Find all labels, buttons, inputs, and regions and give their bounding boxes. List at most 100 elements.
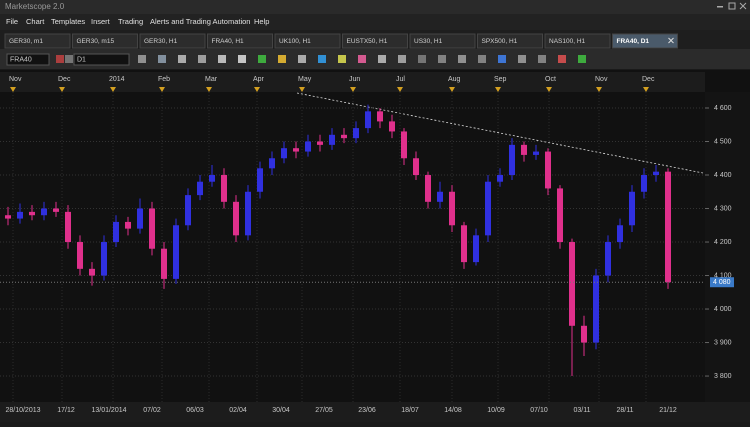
y-tick-label: 4 100 (714, 272, 732, 279)
symbol-select[interactable] (6, 53, 50, 66)
tool-button[interactable] (218, 55, 226, 63)
tab[interactable] (4, 33, 71, 49)
tool-button[interactable] (318, 55, 326, 63)
chart-area (0, 70, 750, 422)
tool-button[interactable] (158, 55, 166, 63)
candle-body (437, 191, 443, 202)
month-label: Dec (642, 76, 655, 83)
price-axis (705, 92, 750, 402)
candle-body (137, 208, 143, 229)
tab[interactable] (409, 33, 476, 49)
price-marker-box (710, 277, 734, 288)
tool-button[interactable] (378, 55, 386, 63)
month-marker (110, 87, 116, 92)
candle-body (89, 268, 95, 276)
menu-item[interactable]: Alerts and Trading Automation (150, 17, 250, 26)
tool-button[interactable] (278, 55, 286, 63)
tool-button[interactable] (338, 55, 346, 63)
candle-body (305, 141, 311, 152)
month-marker (449, 87, 455, 92)
candle-body (41, 208, 47, 216)
tool-button[interactable] (418, 55, 426, 63)
tool-button[interactable] (458, 55, 466, 63)
tool-button[interactable] (178, 55, 186, 63)
tool-button[interactable] (56, 55, 64, 63)
candle-body (605, 242, 611, 276)
tool-button[interactable] (258, 55, 266, 63)
month-label: Nov (9, 76, 22, 83)
tool-button[interactable] (358, 55, 366, 63)
month-label: 2014 (109, 76, 125, 83)
tool-button[interactable] (398, 55, 406, 63)
candle-body (29, 211, 35, 216)
month-label: May (298, 76, 312, 83)
timeframe-select[interactable] (73, 53, 130, 66)
menu-item[interactable]: File (6, 17, 18, 26)
maximize[interactable] (728, 2, 736, 10)
tab-label: FRA40, H1 (212, 38, 245, 45)
tab[interactable] (139, 33, 206, 49)
close[interactable] (739, 2, 747, 10)
y-tick-label: 4 500 (714, 138, 732, 145)
toolbar-icons (56, 55, 586, 63)
tab[interactable] (207, 33, 273, 49)
date-label: 06/03 (186, 407, 204, 414)
menu-item[interactable]: Help (254, 17, 269, 26)
candle-body (101, 242, 107, 276)
menu-item[interactable]: Trading (118, 17, 143, 26)
candle-body (473, 235, 479, 263)
y-tick-label: 3 900 (714, 339, 732, 346)
date-label: 28/10/2013 (5, 407, 40, 414)
window-controls[interactable] (717, 2, 747, 10)
tab[interactable] (612, 33, 678, 49)
tool-button[interactable] (518, 55, 526, 63)
tool-button[interactable] (65, 55, 73, 63)
tool-button[interactable] (198, 55, 206, 63)
tab[interactable] (342, 33, 408, 49)
tool-button[interactable] (558, 55, 566, 63)
candle-body (413, 158, 419, 176)
y-tick-label: 4 000 (714, 306, 732, 313)
menu: File Chart Templates Insert Trading Alerts an… (6, 17, 269, 26)
candle-body (245, 191, 251, 236)
menu-item[interactable]: Insert (91, 17, 111, 26)
tab[interactable] (477, 33, 543, 49)
month-marker (206, 87, 212, 92)
tab-close[interactable] (668, 37, 674, 44)
minimize[interactable] (717, 6, 723, 8)
candle-body (161, 248, 167, 279)
tool-button[interactable] (578, 55, 586, 63)
candle-body (377, 111, 383, 122)
tab[interactable] (544, 33, 611, 49)
tool-button[interactable] (538, 55, 546, 63)
tool-button[interactable] (438, 55, 446, 63)
month-marker (546, 87, 552, 92)
tool-button[interactable] (238, 55, 246, 63)
candle-body (329, 134, 335, 145)
candle-body (233, 201, 239, 236)
date-label: 27/05 (315, 407, 333, 414)
candle-body (425, 175, 431, 202)
plot: 3 800 3 900 4 000 4 100 4 200 4 300 4 400 4 500… (0, 76, 734, 414)
candle-body (65, 211, 71, 243)
candle-body (5, 215, 11, 219)
tool-button[interactable] (298, 55, 306, 63)
candle-body (365, 111, 371, 129)
tool-button[interactable] (138, 55, 146, 63)
tab[interactable] (274, 33, 341, 49)
tool-button[interactable] (478, 55, 486, 63)
candle-body (53, 208, 59, 212)
candle-body (209, 175, 215, 182)
y-tick-label: 3 800 (714, 373, 732, 380)
month-marker (299, 87, 305, 92)
y-tick-label: 4 600 (714, 105, 732, 112)
date-label: 30/04 (272, 407, 290, 414)
symbol: FRA40 (10, 56, 32, 63)
tool-button[interactable] (498, 55, 506, 63)
candle-body (629, 191, 635, 226)
menu-item[interactable]: Templates (51, 17, 85, 26)
menu-item[interactable]: Chart (26, 17, 45, 26)
menu-bar (0, 14, 750, 30)
tab[interactable] (72, 33, 138, 49)
